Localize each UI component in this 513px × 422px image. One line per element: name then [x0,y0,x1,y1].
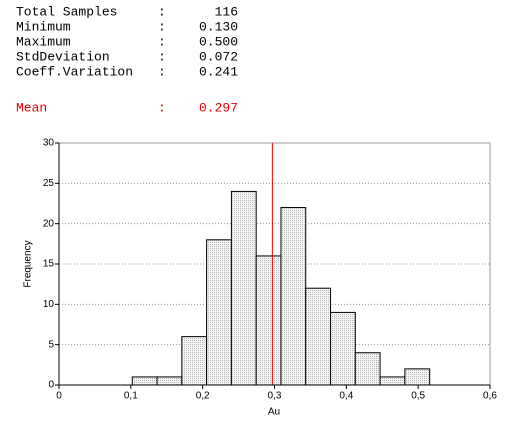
x-tick-label: 0,6 [483,391,497,402]
bar [230,190,257,386]
bar [354,352,381,386]
stat-label: Total Samples [16,4,117,19]
bar [156,376,183,386]
x-tick-label: 0,4 [339,391,353,402]
stat-value: 0.297 [199,100,238,115]
stat-separator: : [158,100,166,115]
stat-value: 0.130 [199,19,238,34]
stat-separator: : [158,64,166,79]
stat-separator: : [158,49,166,64]
x-tick-label: 0,1 [124,391,138,402]
stat-label: Mean [16,100,47,115]
bar [131,376,158,386]
stat-label: Maximum [16,34,71,49]
x-tick-label: 0,5 [411,391,425,402]
stat-separator: : [158,34,166,49]
x-tick-label: 0,3 [268,391,282,402]
stat-value: 0.500 [199,34,238,49]
stat-separator: : [158,19,166,34]
y-tick-label: 15 [43,259,55,270]
y-tick-label: 20 [43,218,55,229]
x-tick-label: 0,2 [196,391,210,402]
y-axis-label: Frequency [23,240,34,287]
bar [280,207,307,386]
x-axis-label: Au [268,407,280,418]
bar [404,368,431,386]
y-tick-label: 5 [48,339,54,350]
stat-value: 116 [215,4,238,19]
stat-separator: : [158,4,166,19]
x-tick-label: 0 [56,391,62,402]
y-tick-label: 25 [43,178,55,189]
y-tick-label: 30 [43,138,55,149]
bar [379,376,406,386]
stat-label: StdDeviation [16,49,110,64]
y-tick-label: 0 [48,380,54,391]
stat-label: Coeff.Variation [16,64,133,79]
stat-label: Minimum [16,19,71,34]
stat-value: 0.241 [199,64,238,79]
stat-value: 0.072 [199,49,238,64]
bar [206,239,232,386]
bar [330,311,356,386]
bar [255,255,282,386]
bar [181,336,208,386]
y-tick-label: 10 [43,299,55,310]
bar [305,287,332,386]
